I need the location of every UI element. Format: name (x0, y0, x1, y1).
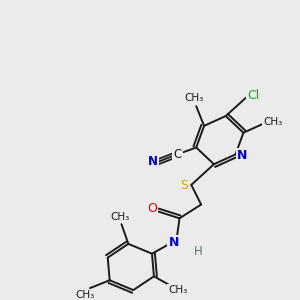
Text: N: N (148, 155, 158, 168)
Text: C: C (173, 148, 182, 161)
Text: N: N (237, 149, 248, 162)
Text: S: S (180, 179, 188, 192)
Text: CH₃: CH₃ (184, 93, 204, 103)
Text: Cl: Cl (247, 89, 260, 102)
Text: CH₃: CH₃ (76, 290, 95, 300)
Text: H: H (194, 245, 203, 258)
Text: CH₃: CH₃ (168, 285, 187, 295)
Text: O: O (147, 202, 157, 215)
Text: N: N (168, 236, 179, 249)
Text: CH₃: CH₃ (263, 117, 283, 127)
Text: CH₃: CH₃ (110, 212, 129, 222)
